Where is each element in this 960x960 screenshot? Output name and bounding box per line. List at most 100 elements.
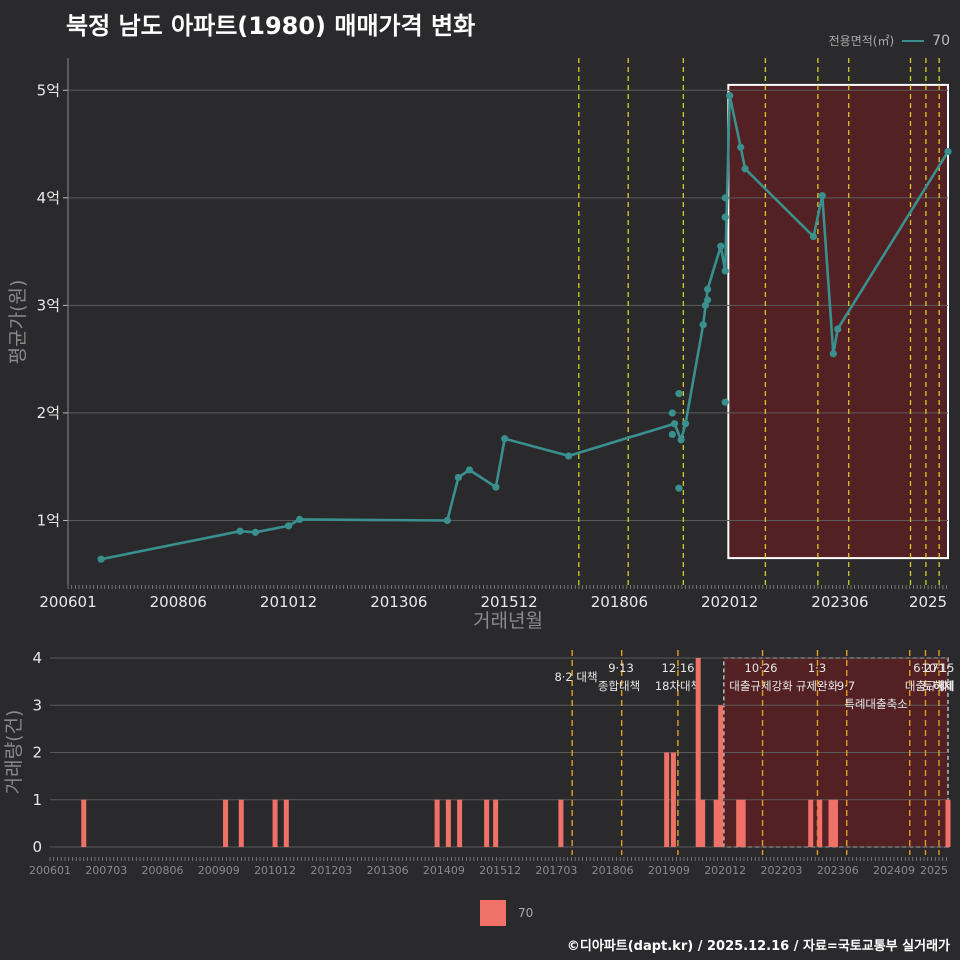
policy-annotation-date: 1· xyxy=(939,661,950,675)
x-tick-label-top: 2025 xyxy=(909,593,947,611)
policy-annotation-label: 18차대책 xyxy=(655,679,701,693)
price-point xyxy=(677,436,685,444)
y-axis-title-top: 평균가(원) xyxy=(7,280,29,365)
price-point xyxy=(721,194,729,202)
price-point xyxy=(721,213,729,221)
x-tick-label-bottom: 201012 xyxy=(254,864,296,877)
volume-bar xyxy=(238,799,244,847)
x-tick-label-top: 201512 xyxy=(480,593,537,611)
policy-annotation-label: 규제완화 xyxy=(796,679,839,693)
volume-bar xyxy=(695,658,701,847)
y-tick-label-bottom: 2 xyxy=(32,744,42,762)
policy-annotation-date: 9·13 xyxy=(608,661,634,675)
y-tick-label-top: 2억 xyxy=(37,404,60,422)
volume-bar xyxy=(283,799,289,847)
y-tick-label-top: 3억 xyxy=(37,296,60,314)
volume-bar xyxy=(81,799,87,847)
price-point xyxy=(492,483,500,491)
x-tick-label-bottom: 202012 xyxy=(704,864,746,877)
legend-bottom: 70 xyxy=(480,900,533,926)
x-tick-label-bottom: 201806 xyxy=(592,864,634,877)
x-axis-title-top: 거래년월 xyxy=(473,610,543,632)
volume-bar xyxy=(223,799,229,847)
x-tick-label-bottom: 200601 xyxy=(29,864,71,877)
volume-bar xyxy=(493,799,499,847)
price-point xyxy=(97,555,105,563)
price-point xyxy=(726,92,734,100)
x-tick-label-bottom: 201909 xyxy=(648,864,690,877)
y-tick-label-bottom: 4 xyxy=(32,649,42,667)
volume-bar xyxy=(740,799,746,847)
chart-title: 북정 남도 아파트(1980) 매매가격 변화 xyxy=(66,12,476,40)
legend-top: 전용면적(㎡) 70 xyxy=(829,32,950,49)
policy-annotation-date: 10·15 xyxy=(922,661,955,675)
price-point xyxy=(465,466,474,474)
y-axis-title-bottom: 거래량(건) xyxy=(3,710,25,795)
y-tick-label-top: 1억 xyxy=(37,511,60,529)
price-point xyxy=(668,409,676,417)
x-tick-label-bottom: 202306 xyxy=(817,864,859,877)
policy-annotation-label: 토허제 xyxy=(922,679,954,693)
y-tick-label-top: 5억 xyxy=(37,81,60,99)
price-point xyxy=(741,165,749,173)
price-point xyxy=(670,420,679,428)
price-point xyxy=(501,435,509,443)
volume-bar xyxy=(718,705,724,847)
price-point xyxy=(721,267,729,275)
y-tick-label-bottom: 0 xyxy=(32,838,42,856)
footer-credit: ©디아파트(dapt.kr) / 2025.12.16 / 자료=국토교통부 실… xyxy=(566,939,950,954)
x-tick-label-top: 201806 xyxy=(591,593,648,611)
policy-annotation-label: 대출규제강화 xyxy=(729,679,793,693)
x-tick-label-top: 200806 xyxy=(150,593,207,611)
volume-bar xyxy=(445,799,451,847)
x-tick-label-bottom: 201409 xyxy=(423,864,465,877)
volume-bar xyxy=(713,799,719,847)
volume-bar xyxy=(808,799,814,847)
policy-annotation-label: 대출규제 xyxy=(905,679,947,693)
x-tick-label-bottom: 2025 xyxy=(920,864,948,877)
volume-bar xyxy=(700,799,706,847)
price-point xyxy=(284,522,293,530)
price-line xyxy=(100,95,950,561)
price-point xyxy=(703,296,712,304)
price-point xyxy=(443,516,451,525)
volume-bar xyxy=(484,799,490,847)
price-point xyxy=(701,301,709,309)
x-tick-label-top: 200601 xyxy=(39,593,96,611)
price-point xyxy=(717,242,725,250)
policy-annotation-date: 10·26 xyxy=(745,661,778,675)
policy-annotation-date: 6·27 xyxy=(913,661,939,675)
x-tick-label-bottom: 202203 xyxy=(760,864,802,877)
price-point xyxy=(236,527,244,535)
legend-series-label: 70 xyxy=(932,32,950,49)
price-point xyxy=(454,473,462,482)
x-tick-label-bottom: 201306 xyxy=(367,864,409,877)
policy-annotation-date: 1·3 xyxy=(808,661,826,675)
x-tick-label-bottom: 201512 xyxy=(479,864,521,877)
legend-bottom-label: 70 xyxy=(518,906,534,920)
price-point xyxy=(675,389,683,398)
volume-bar xyxy=(434,799,440,847)
price-point xyxy=(818,192,826,200)
legend-line-swatch xyxy=(902,39,925,42)
price-point xyxy=(809,232,818,241)
y-tick-label-top: 4억 xyxy=(37,189,60,207)
volume-bar xyxy=(664,752,670,847)
volume-bar xyxy=(457,799,463,847)
price-point xyxy=(699,321,707,329)
y-tick-label-bottom: 3 xyxy=(32,696,42,714)
policy-annotation-label: 특례대출축소 xyxy=(844,697,907,711)
price-point xyxy=(721,398,729,406)
legend-bar-swatch xyxy=(480,900,506,926)
x-tick-label-top: 201012 xyxy=(260,593,317,611)
volume-bar xyxy=(736,799,742,847)
legend-title: 전용면적(㎡) xyxy=(828,34,895,48)
price-point xyxy=(681,420,690,428)
volume-bar xyxy=(272,799,278,847)
price-point xyxy=(737,143,745,151)
x-tick-label-bottom: 200909 xyxy=(198,864,240,877)
x-tick-label-bottom: 201203 xyxy=(310,864,352,877)
y-tick-label-bottom: 1 xyxy=(32,791,42,809)
price-point xyxy=(295,515,304,523)
volume-bar xyxy=(828,799,834,847)
